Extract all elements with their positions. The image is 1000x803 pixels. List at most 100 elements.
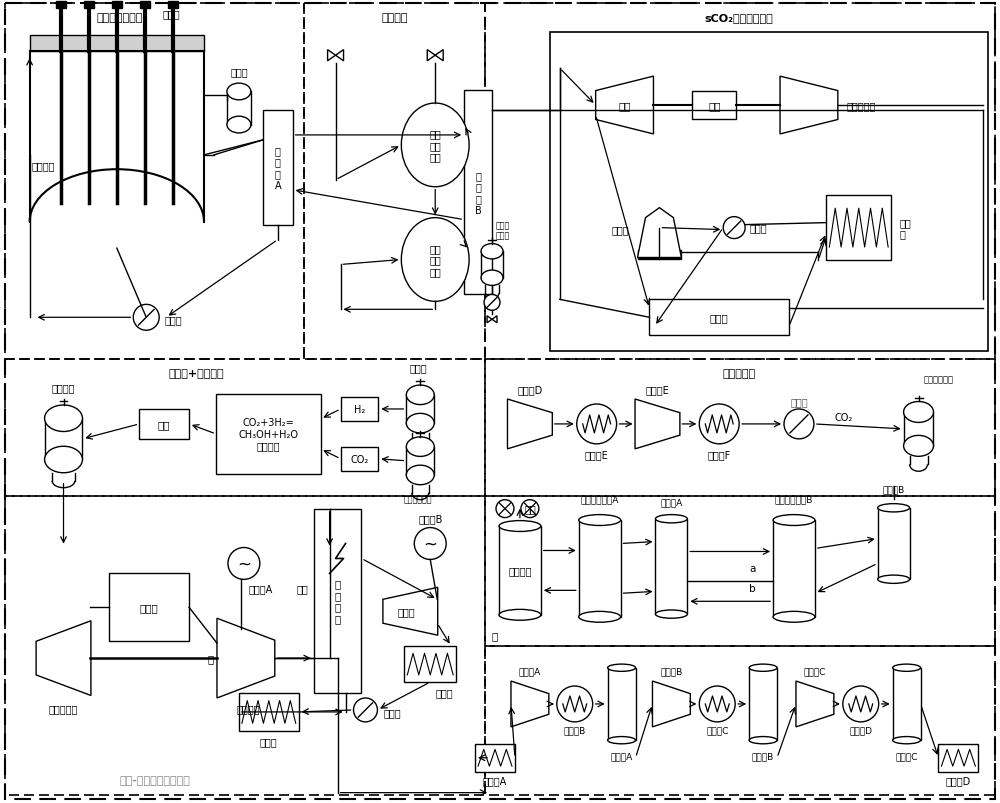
Text: 脱水装置: 脱水装置 <box>508 565 532 576</box>
Text: 高温
熔融
盐罐: 高温 熔融 盐罐 <box>429 129 441 162</box>
Circle shape <box>723 218 745 239</box>
Text: 储氢罐: 储氢罐 <box>409 363 427 373</box>
Bar <box>655 519 687 614</box>
Polygon shape <box>328 51 336 62</box>
Ellipse shape <box>893 664 921 671</box>
Circle shape <box>557 686 593 722</box>
Bar <box>749 668 777 740</box>
Bar <box>139 410 189 439</box>
Ellipse shape <box>406 385 434 405</box>
Bar <box>893 668 921 740</box>
Text: 储甲醇罐: 储甲醇罐 <box>52 382 75 393</box>
Ellipse shape <box>749 736 777 744</box>
Text: 联合压缩机: 联合压缩机 <box>49 703 78 713</box>
Text: 储二氧化碳罐: 储二氧化碳罐 <box>924 375 954 384</box>
Bar <box>304 4 485 360</box>
Circle shape <box>577 405 617 444</box>
Text: 循环泵: 循环泵 <box>164 315 182 325</box>
Text: 水: 水 <box>492 630 498 640</box>
Text: 控制棒: 控制棒 <box>162 10 180 19</box>
Ellipse shape <box>655 610 687 618</box>
Bar <box>341 397 378 422</box>
Text: 水洗塔C: 水洗塔C <box>895 752 918 760</box>
Text: 冷却器D: 冷却器D <box>849 725 872 735</box>
Circle shape <box>354 698 377 722</box>
Polygon shape <box>796 681 834 727</box>
Bar <box>485 496 995 646</box>
Polygon shape <box>638 209 681 259</box>
Text: 核反应放热装置: 核反应放热装置 <box>96 14 143 23</box>
Text: 冷却器F: 冷却器F <box>708 449 731 459</box>
Circle shape <box>699 405 739 444</box>
Ellipse shape <box>227 84 251 100</box>
Text: 轴: 轴 <box>208 654 214 663</box>
Text: 冷却器A: 冷却器A <box>483 775 507 785</box>
Text: 稳压器: 稳压器 <box>230 67 248 77</box>
Ellipse shape <box>904 436 933 457</box>
Text: 凝汽器: 凝汽器 <box>435 687 453 697</box>
Text: sCO₂动力循环系统: sCO₂动力循环系统 <box>705 14 774 23</box>
Ellipse shape <box>481 244 503 259</box>
Text: H₂: H₂ <box>354 405 365 414</box>
Polygon shape <box>487 316 492 324</box>
Bar <box>826 196 891 261</box>
Text: 废气: 废气 <box>525 504 537 514</box>
Text: 制甲醇+储能装置: 制甲醇+储能装置 <box>168 369 224 379</box>
Ellipse shape <box>904 402 933 423</box>
Text: 压缩机E: 压缩机E <box>646 385 669 394</box>
Text: 余
热
锅
炉: 余 热 锅 炉 <box>334 579 341 623</box>
Text: 多股流换热器A: 多股流换热器A <box>580 495 619 503</box>
Ellipse shape <box>45 446 82 473</box>
Bar <box>168 2 178 10</box>
Bar <box>263 111 293 226</box>
Circle shape <box>414 528 446 560</box>
Bar <box>485 4 995 360</box>
Bar <box>773 520 815 617</box>
Text: 燃烧室: 燃烧室 <box>140 602 159 613</box>
Text: 精馏塔B: 精馏塔B <box>883 484 905 494</box>
Text: 水洗塔A: 水洗塔A <box>610 752 633 760</box>
Polygon shape <box>596 77 653 135</box>
Text: 预冷
器: 预冷 器 <box>899 218 911 239</box>
Circle shape <box>699 686 735 722</box>
Text: CO₂: CO₂ <box>350 454 369 464</box>
Text: 冷却器B: 冷却器B <box>564 725 586 735</box>
Text: 发电机A: 发电机A <box>249 584 273 593</box>
Text: 压缩机A: 压缩机A <box>519 666 541 675</box>
Bar <box>485 360 995 496</box>
Text: 低温
熔融
盐罐: 低温 熔融 盐罐 <box>429 243 441 277</box>
Bar <box>499 527 541 615</box>
Text: 压缩机B: 压缩机B <box>660 666 683 675</box>
Text: 透平: 透平 <box>618 101 631 111</box>
Text: 核反应堆: 核反应堆 <box>32 161 55 170</box>
Ellipse shape <box>749 664 777 671</box>
Bar <box>30 36 204 52</box>
Bar <box>341 447 378 471</box>
Polygon shape <box>427 51 435 62</box>
Text: 储二氧
化碳罐: 储二氧 化碳罐 <box>496 221 510 240</box>
Ellipse shape <box>406 438 434 457</box>
Circle shape <box>843 686 879 722</box>
Bar <box>404 646 456 683</box>
Text: 加热器: 加热器 <box>260 736 278 746</box>
Bar <box>464 91 492 295</box>
Ellipse shape <box>655 515 687 524</box>
Bar <box>216 394 321 474</box>
Ellipse shape <box>773 515 815 526</box>
Ellipse shape <box>773 612 815 622</box>
Bar <box>692 92 736 120</box>
Text: 精馏塔A: 精馏塔A <box>660 498 683 507</box>
Text: 冷却器D: 冷却器D <box>946 775 971 785</box>
Bar <box>649 300 789 336</box>
Ellipse shape <box>499 609 541 621</box>
Ellipse shape <box>406 466 434 485</box>
Text: ~: ~ <box>237 555 251 573</box>
Text: 储热系统: 储热系统 <box>381 14 408 23</box>
Polygon shape <box>383 588 438 635</box>
Text: 燃气-蒸汽联合循环系统: 燃气-蒸汽联合循环系统 <box>119 775 190 785</box>
Bar <box>938 744 978 772</box>
Ellipse shape <box>579 612 621 622</box>
Bar <box>475 744 515 772</box>
Text: 碳捕泵: 碳捕泵 <box>790 397 808 406</box>
Bar <box>314 509 361 693</box>
